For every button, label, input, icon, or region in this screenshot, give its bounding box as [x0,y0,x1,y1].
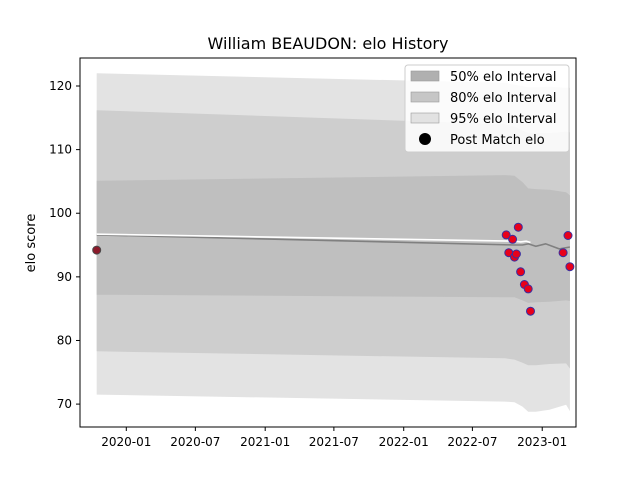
post-match-elo-point [563,231,573,240]
y-tick-label: 70 [57,397,72,411]
mean-elo-line [96,234,571,250]
x-tick-label: 2022-07 [447,435,497,449]
post-match-elo-point [526,306,535,316]
y-axis-label: elo score [24,214,39,273]
legend-box [404,64,570,153]
post-match-elo-point [511,249,521,259]
y-tick-label: 110 [49,143,72,157]
legend-label: 50% elo Interval [450,70,557,85]
y-tick-label: 80 [57,333,72,347]
x-tick-label: 2021-01 [240,435,290,449]
post-match-elo-point [501,230,511,240]
y-tick-label: 120 [49,79,72,93]
post-match-elo-point [513,222,523,232]
x-tick-label: 2020-07 [170,435,220,449]
legend-swatch [410,91,440,103]
legend-label: Post Match elo [450,133,545,148]
y-tick-label: 100 [49,206,72,220]
legend-label: 80% elo Interval [450,91,557,106]
post-match-elo-point [558,248,568,258]
post-match-elo-point [516,267,526,277]
plot-frame [79,57,577,428]
legend-swatch [410,70,440,82]
post-match-elo-point [508,234,518,244]
x-tick-label: 2020-01 [101,435,151,449]
plot-area [79,57,577,428]
post-match-points [92,222,575,316]
y-tick-label: 90 [57,270,72,284]
elo-lines [96,233,571,250]
chart-title: William BEAUDON: elo History [208,34,449,53]
band-50-percent [96,175,570,303]
legend: 50% elo Interval 80% elo Interval 95% elo … [404,64,570,153]
pre-match-elo-line [96,233,531,244]
post-match-elo-point [565,262,575,272]
y-axis: 70 80 90 100 110 120 [49,79,80,411]
x-tick-label: 2022-01 [379,435,429,449]
legend-swatch [410,112,440,124]
legend-marker [419,133,431,145]
post-match-elo-point [523,284,533,294]
legend-label: 95% elo Interval [450,112,557,127]
post-match-elo-point [92,245,102,255]
x-tick-label: 2023-01 [517,435,567,449]
x-axis: 2020-01 2020-07 2021-01 2021-07 2022-01 2022-… [101,427,567,449]
x-tick-label: 2021-07 [309,435,359,449]
interval-bands [96,73,570,412]
